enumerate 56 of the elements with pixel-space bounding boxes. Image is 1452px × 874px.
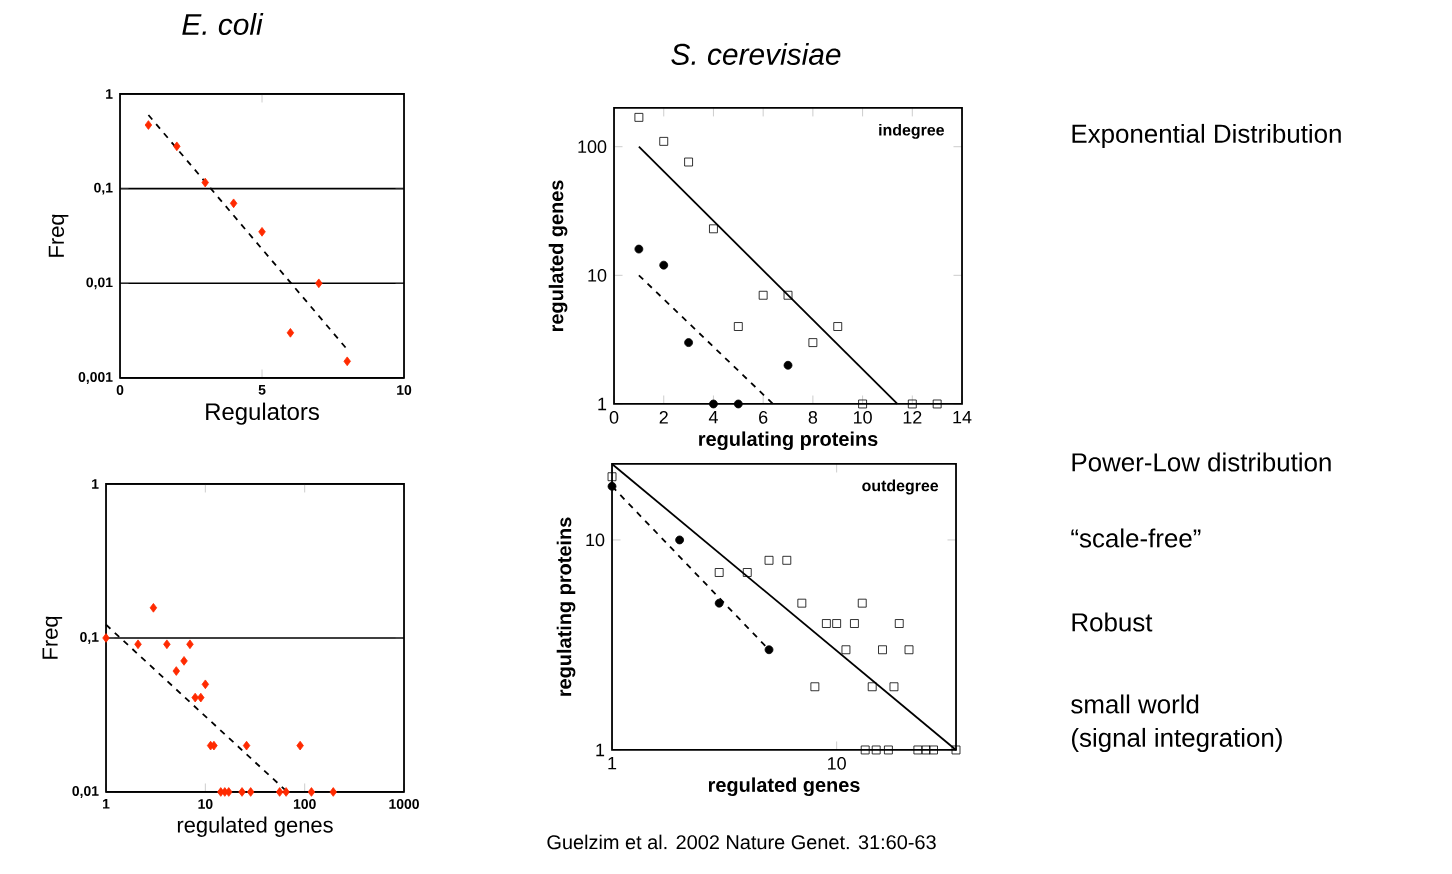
y-axis-title: Freq <box>48 214 69 257</box>
point <box>229 198 238 209</box>
point <box>343 356 351 367</box>
text: Exponential Distribution <box>1072 123 1341 149</box>
x-tick-label: 12 <box>903 411 922 424</box>
point <box>634 112 644 122</box>
y-axis-title: regulated genes <box>548 180 568 332</box>
point <box>201 177 209 188</box>
point <box>783 290 793 300</box>
point <box>144 120 153 130</box>
text: (signal integration) <box>1072 727 1282 753</box>
point <box>659 260 669 270</box>
x-tick-label: 4 <box>708 411 718 424</box>
y-tick-label: 10 <box>588 268 607 282</box>
point <box>315 278 323 289</box>
point <box>684 157 693 167</box>
text: Guelzim et al. 2002 Nature Genet. 31:60-63 <box>547 834 936 850</box>
point <box>907 399 917 409</box>
y-tick-label: 10 <box>586 533 605 547</box>
point <box>258 227 266 237</box>
point <box>659 136 669 146</box>
point <box>733 399 743 409</box>
point <box>783 360 793 370</box>
point <box>173 141 181 152</box>
text: “scale-free” <box>1071 528 1201 548</box>
point <box>684 338 693 347</box>
text: small world <box>1071 694 1199 714</box>
x-tick-label: 10 <box>853 411 872 424</box>
point <box>709 224 718 234</box>
y-tick-label: 1 <box>598 397 607 411</box>
point <box>634 244 644 254</box>
chart-title: E. coli <box>182 13 264 35</box>
x-tick-label: 14 <box>953 411 972 424</box>
point <box>709 399 718 409</box>
y-axis-title: Freq <box>42 616 63 659</box>
x-axis-title: regulating proteins <box>699 431 878 451</box>
point <box>733 322 743 331</box>
point <box>808 338 818 347</box>
y-tick-label: 1 <box>596 743 605 757</box>
text: Robust <box>1072 612 1153 632</box>
x-tick-label: 0 <box>609 411 619 424</box>
point <box>758 290 768 300</box>
y-axis-title: regulating proteins <box>556 517 576 696</box>
x-axis-title: Regulators <box>206 402 319 425</box>
chart-title: S. cerevisiae <box>671 43 841 65</box>
point <box>932 399 942 409</box>
point <box>858 399 867 409</box>
x-axis-title: regulated genes <box>177 816 333 837</box>
x-tick-label: 2 <box>659 411 668 424</box>
x-tick-label: 6 <box>759 411 768 424</box>
point <box>833 322 843 331</box>
text: Power-Low distribution <box>1072 452 1331 472</box>
x-tick-label: 8 <box>808 411 818 424</box>
point <box>286 328 295 338</box>
x-axis-title: regulated genes <box>708 777 860 797</box>
y-tick-label: 100 <box>578 140 607 154</box>
